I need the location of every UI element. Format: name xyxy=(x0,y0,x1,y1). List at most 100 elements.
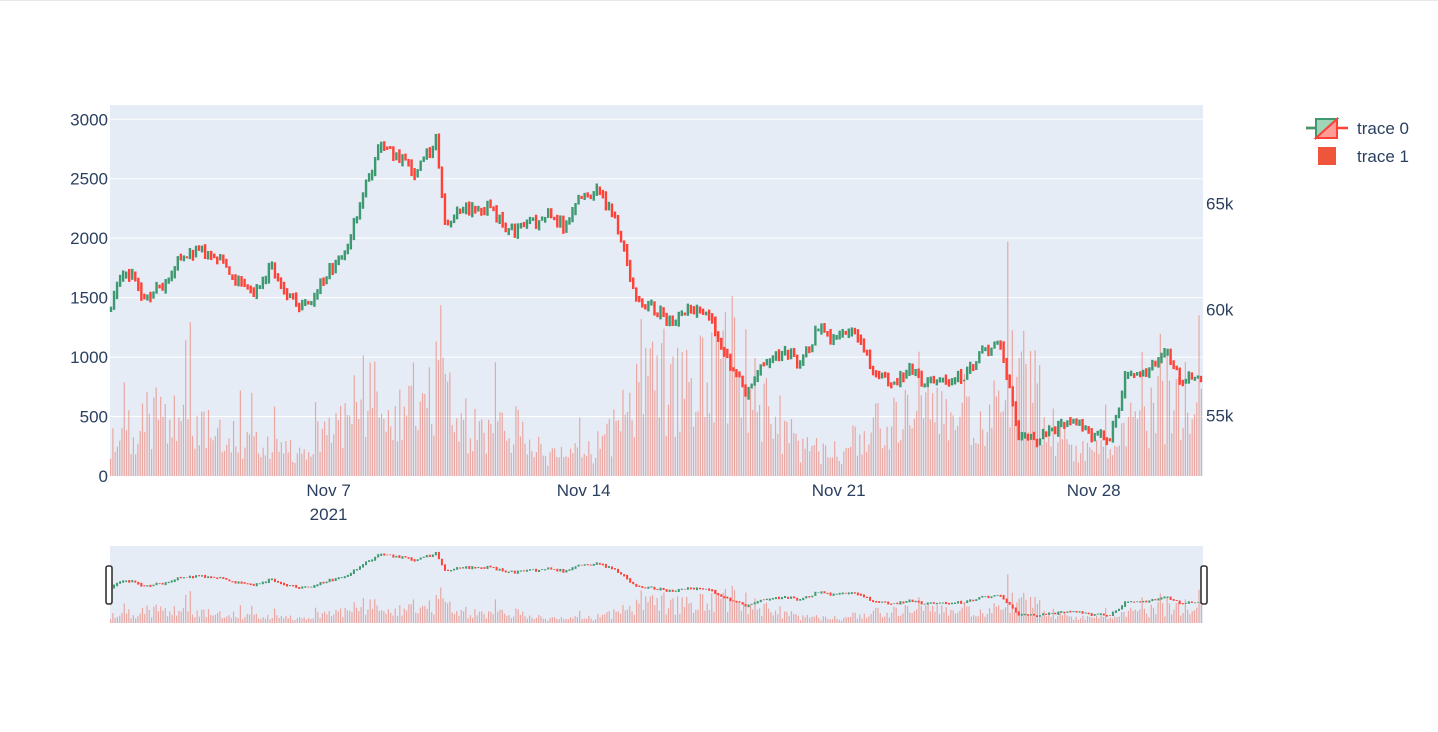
rangeslider-volume-bar xyxy=(135,618,137,623)
rangeslider-left-handle[interactable] xyxy=(105,565,113,605)
volume-bar xyxy=(365,436,367,476)
volume-bar xyxy=(333,434,335,476)
volume-bar xyxy=(442,357,444,476)
rangeslider-area[interactable] xyxy=(110,546,1203,623)
rangeslider-volume-bar xyxy=(476,615,478,623)
volume-bar xyxy=(658,417,660,476)
volume-bar xyxy=(560,446,563,476)
rangeslider-volume-bar xyxy=(114,617,116,623)
volume-bar xyxy=(1189,433,1191,476)
rangeslider-volume-bar xyxy=(510,618,512,623)
rangeslider-volume-bar xyxy=(210,615,212,623)
volume-bar xyxy=(649,348,651,476)
rangeslider-volume-bar xyxy=(558,619,560,623)
rangeslider-volume-bar xyxy=(1152,607,1155,623)
rangeslider-volume-bar xyxy=(481,611,483,623)
rangeslider-volume-bar xyxy=(713,611,715,623)
volume-bar xyxy=(651,341,654,476)
rangeslider-volume-bar xyxy=(695,609,697,623)
volume-bar xyxy=(474,408,476,476)
rangeslider-volume-bar xyxy=(1039,599,1041,623)
volume-bar xyxy=(957,425,959,476)
volume-bar xyxy=(178,417,180,476)
rangeslider-volume-bar xyxy=(879,613,881,623)
volume-bar xyxy=(624,414,626,476)
volume-bar xyxy=(1091,449,1093,476)
volume-bar xyxy=(230,452,232,476)
volume-bar xyxy=(292,461,294,476)
rangeslider-volume-bar xyxy=(588,615,590,623)
x-tick-label: Nov 28 xyxy=(1067,481,1121,500)
volume-bar xyxy=(781,453,783,476)
rangeslider-volume-bar xyxy=(235,616,237,623)
rangeslider-volume-bar xyxy=(947,615,950,623)
volume-bar xyxy=(1162,380,1164,476)
volume-bar xyxy=(690,378,692,476)
legend-item-trace-1[interactable]: trace 1 xyxy=(1318,147,1409,166)
y-left-tick-label: 2500 xyxy=(70,170,108,189)
rangeslider-volume-bar xyxy=(938,614,941,623)
main-plot-area[interactable] xyxy=(110,105,1203,476)
volume-bar xyxy=(1020,351,1023,476)
volume-bar xyxy=(704,416,706,476)
rangeslider-volume-bar xyxy=(1014,612,1016,623)
legend-item-trace-0[interactable]: trace 0 xyxy=(1306,116,1409,141)
rangeslider-volume-bar xyxy=(1111,618,1114,623)
rangeslider-volume-bar xyxy=(886,612,888,623)
rangeslider-volume-bar xyxy=(173,606,175,623)
rangeslider-volume-bar xyxy=(836,619,838,623)
volume-bar xyxy=(995,396,997,476)
rangeslider-volume-bar xyxy=(902,613,904,623)
rangeslider-volume-bar xyxy=(585,618,588,623)
rangeslider-volume-bar xyxy=(809,617,811,623)
volume-bar xyxy=(342,448,344,476)
volume-bar xyxy=(312,454,314,476)
volume-bar xyxy=(811,445,813,476)
rangeslider-volume-bar xyxy=(856,618,859,623)
volume-bar xyxy=(893,397,895,476)
rangeslider-volume-bar xyxy=(1105,608,1107,623)
volume-bar xyxy=(223,450,226,476)
rangeslider-volume-bar xyxy=(704,610,706,623)
volume-bar xyxy=(615,420,617,476)
volume-bar xyxy=(492,433,494,476)
volume-bar xyxy=(640,319,642,476)
volume-bar xyxy=(1200,388,1202,476)
rangeslider-volume-bar xyxy=(1036,603,1038,623)
volume-bar xyxy=(879,428,881,476)
rangeslider-volume-bar xyxy=(825,616,827,623)
volume-bar xyxy=(112,428,114,476)
rangeslider-volume-bar xyxy=(467,618,469,623)
rangeslider-volume-bar xyxy=(410,604,412,623)
volume-bar xyxy=(1134,411,1136,476)
volume-bar xyxy=(1082,440,1084,476)
volume-bar xyxy=(745,329,747,476)
volume-bar xyxy=(661,343,663,476)
volume-bar xyxy=(289,440,292,476)
volume-bar xyxy=(765,378,767,476)
volume-bar xyxy=(538,436,540,476)
rangeslider-right-handle[interactable] xyxy=(1200,565,1208,605)
rangeslider-volume-bar xyxy=(1114,616,1116,623)
rangeslider-volume-bar xyxy=(524,616,526,623)
volume-bar xyxy=(1002,411,1004,476)
volume-bar xyxy=(959,416,961,476)
volume-bar xyxy=(563,457,565,476)
volume-bar xyxy=(1136,418,1139,476)
volume-bar xyxy=(535,452,538,476)
rangeslider-volume-bar xyxy=(1200,604,1202,623)
volume-bar xyxy=(1184,362,1186,476)
rangeslider-volume-bar xyxy=(1193,610,1196,623)
rangeslider-volume-bar xyxy=(670,599,672,623)
volume-bar xyxy=(433,435,435,476)
rangeslider-volume-bar xyxy=(995,606,997,623)
volume-bar xyxy=(194,448,196,476)
rangeslider-volume-bar xyxy=(906,606,909,623)
rangeslider-volume-bar xyxy=(904,605,906,623)
volume-bar xyxy=(166,443,169,476)
volume-bar xyxy=(617,420,619,476)
rangeslider-volume-bar xyxy=(219,611,221,623)
rangeslider-volume-bar xyxy=(777,614,779,623)
rangeslider-volume-bar xyxy=(622,605,624,623)
